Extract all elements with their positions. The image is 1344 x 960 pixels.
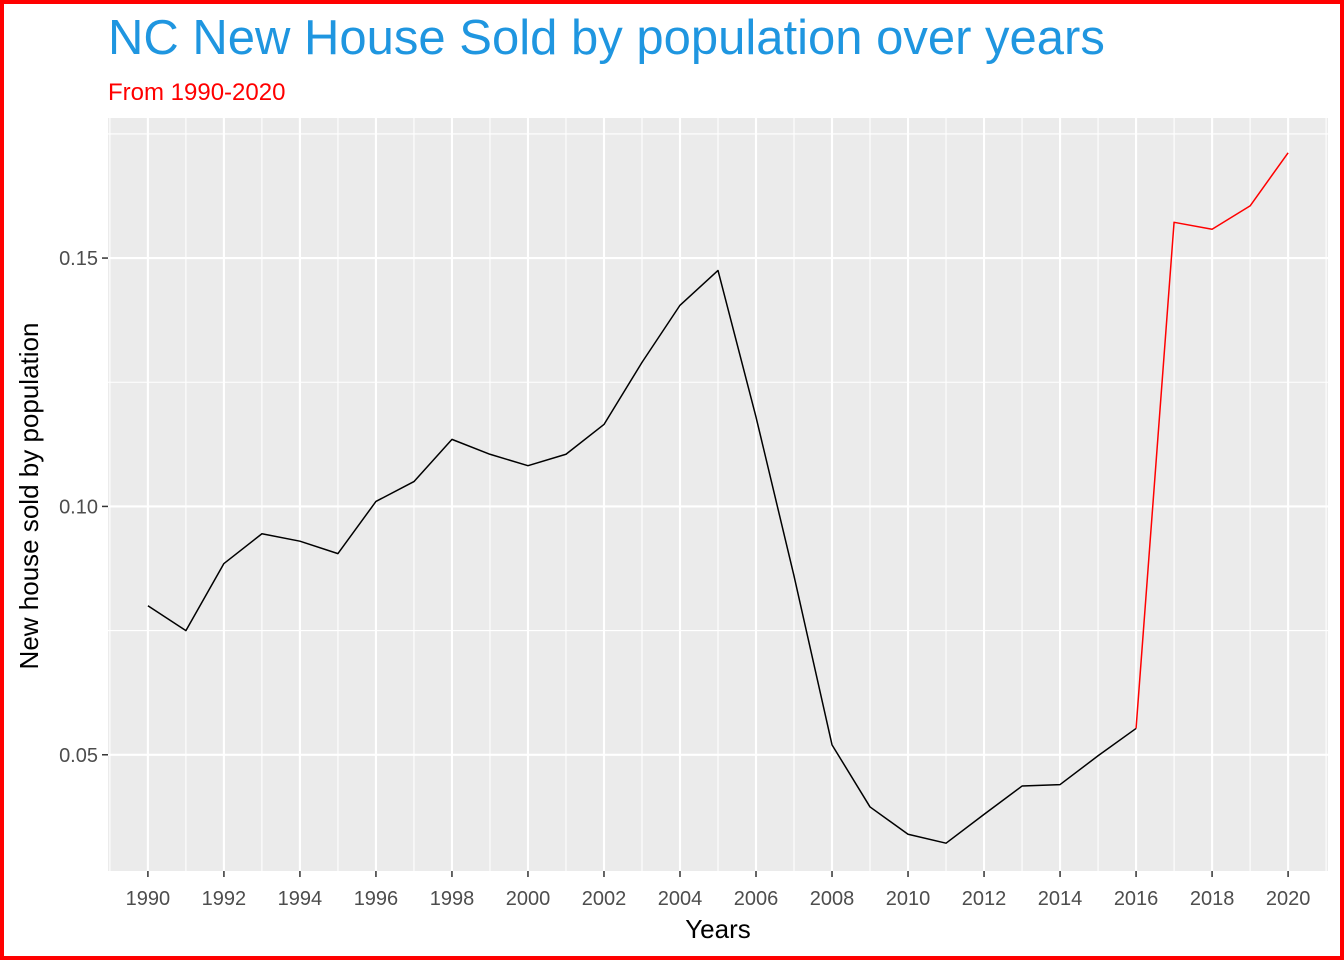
major-gridlines (108, 118, 1328, 871)
y-tick-label: 0.15 (59, 248, 98, 270)
series-line-segment-1 (147, 269, 1137, 844)
y-tick-label: 0.05 (59, 745, 98, 767)
x-tick-label: 1994 (278, 888, 323, 910)
x-tick-label: 2016 (1114, 888, 1159, 910)
x-tick-label: 1990 (126, 888, 171, 910)
x-tick-label: 2006 (734, 888, 779, 910)
x-tick-label: 1996 (354, 888, 399, 910)
x-tick-label: 2002 (582, 888, 627, 910)
x-tick-label: 2018 (1190, 888, 1235, 910)
x-tick-label: 2008 (810, 888, 855, 910)
x-tick-label: 1992 (202, 888, 247, 910)
y-tick-label: 0.10 (59, 496, 98, 518)
x-tick-label: 2010 (886, 888, 931, 910)
y-axis-title: New house sold by population (14, 323, 44, 670)
y-axis: 0.05 0.10 0.15 (59, 248, 108, 767)
chart-subtitle: From 1990-2020 (108, 79, 285, 106)
x-tick-label: 2000 (506, 888, 551, 910)
x-tick-label: 2012 (962, 888, 1007, 910)
x-tick-label: 2014 (1038, 888, 1083, 910)
x-tick-label: 1998 (430, 888, 475, 910)
minor-gridlines (108, 118, 1328, 871)
x-axis: 1990 1992 1994 1996 1998 2000 2002 2004 2006 2008… (126, 871, 1311, 910)
chart-title: NC New House Sold by population over yea… (108, 11, 1105, 65)
x-axis-title: Years (685, 914, 751, 944)
x-tick-label: 2020 (1266, 888, 1311, 910)
series-line-segment-2 (1135, 152, 1289, 729)
data-series (147, 152, 1289, 844)
x-tick-label: 2004 (658, 888, 703, 910)
